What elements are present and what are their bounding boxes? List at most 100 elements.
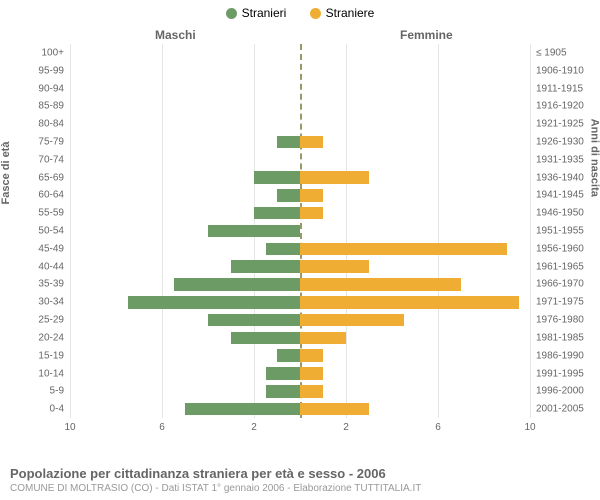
bar-female bbox=[300, 367, 323, 379]
bar-male bbox=[254, 207, 300, 219]
age-label: 90-94 bbox=[38, 83, 64, 94]
chart-subtitle: COMUNE DI MOLTRASIO (CO) - Dati ISTAT 1°… bbox=[10, 483, 590, 494]
age-row: 100+≤ 1905 bbox=[70, 44, 530, 62]
chart-title: Popolazione per cittadinanza straniera p… bbox=[10, 466, 590, 481]
age-label: 100+ bbox=[41, 47, 64, 58]
age-label: 75-79 bbox=[38, 136, 64, 147]
age-row: 45-491956-1960 bbox=[70, 240, 530, 258]
legend-label-female: Straniere bbox=[326, 6, 375, 20]
bar-male bbox=[266, 367, 301, 379]
age-row: 60-641941-1945 bbox=[70, 187, 530, 205]
birth-year-label: 1946-1950 bbox=[536, 208, 584, 219]
y-axis-title-left: Fasce di età bbox=[0, 142, 12, 205]
bar-female bbox=[300, 332, 346, 344]
age-row: 10-141991-1995 bbox=[70, 365, 530, 383]
population-pyramid-chart: Stranieri Straniere Maschi Femmine Fasce… bbox=[0, 0, 600, 500]
column-header-male: Maschi bbox=[155, 28, 196, 42]
age-row: 85-891916-1920 bbox=[70, 97, 530, 115]
age-row: 15-191986-1990 bbox=[70, 347, 530, 365]
birth-year-label: 1996-2000 bbox=[536, 386, 584, 397]
age-row: 25-291976-1980 bbox=[70, 311, 530, 329]
x-tick-label: 2 bbox=[251, 422, 257, 433]
bar-female bbox=[300, 189, 323, 201]
age-row: 50-541951-1955 bbox=[70, 222, 530, 240]
bar-male bbox=[277, 136, 300, 148]
age-label: 65-69 bbox=[38, 172, 64, 183]
age-label: 15-19 bbox=[38, 350, 64, 361]
age-row: 70-741931-1935 bbox=[70, 151, 530, 169]
bar-female bbox=[300, 314, 404, 326]
age-row: 55-591946-1950 bbox=[70, 204, 530, 222]
age-row: 40-441961-1965 bbox=[70, 258, 530, 276]
age-label: 95-99 bbox=[38, 65, 64, 76]
age-label: 50-54 bbox=[38, 226, 64, 237]
age-label: 55-59 bbox=[38, 208, 64, 219]
birth-year-label: 1991-1995 bbox=[536, 368, 584, 379]
birth-year-label: 1976-1980 bbox=[536, 315, 584, 326]
x-tick-label: 10 bbox=[64, 422, 75, 433]
age-row: 80-841921-1925 bbox=[70, 115, 530, 133]
birth-year-label: 1981-1985 bbox=[536, 332, 584, 343]
birth-year-label: 1986-1990 bbox=[536, 350, 584, 361]
bar-female bbox=[300, 171, 369, 183]
bar-female bbox=[300, 136, 323, 148]
birth-year-label: 1931-1935 bbox=[536, 154, 584, 165]
bar-female bbox=[300, 385, 323, 397]
age-label: 35-39 bbox=[38, 279, 64, 290]
bar-male bbox=[277, 349, 300, 361]
age-label: 85-89 bbox=[38, 101, 64, 112]
bar-male bbox=[231, 260, 300, 272]
x-tick-label: 10 bbox=[524, 422, 535, 433]
legend: Stranieri Straniere bbox=[0, 6, 600, 22]
legend-label-male: Stranieri bbox=[242, 6, 287, 20]
birth-year-label: 1966-1970 bbox=[536, 279, 584, 290]
x-axis-labels: 10622610 bbox=[70, 418, 530, 442]
legend-item-female: Straniere bbox=[310, 6, 375, 20]
x-tick-label: 6 bbox=[435, 422, 441, 433]
age-label: 5-9 bbox=[50, 386, 64, 397]
birth-year-label: 1936-1940 bbox=[536, 172, 584, 183]
age-row: 90-941911-1915 bbox=[70, 80, 530, 98]
bar-female bbox=[300, 243, 507, 255]
age-row: 65-691936-1940 bbox=[70, 169, 530, 187]
birth-year-label: 1926-1930 bbox=[536, 136, 584, 147]
bar-female bbox=[300, 296, 519, 308]
age-label: 70-74 bbox=[38, 154, 64, 165]
bar-male bbox=[128, 296, 301, 308]
age-label: 80-84 bbox=[38, 119, 64, 130]
bar-male bbox=[208, 225, 300, 237]
birth-year-label: 1971-1975 bbox=[536, 297, 584, 308]
y-axis-title-right: Anni di nascita bbox=[588, 119, 600, 197]
x-tick-label: 2 bbox=[343, 422, 349, 433]
bar-female bbox=[300, 349, 323, 361]
birth-year-label: 1921-1925 bbox=[536, 119, 584, 130]
bar-male bbox=[254, 171, 300, 183]
age-row: 0-42001-2005 bbox=[70, 400, 530, 418]
age-row: 95-991906-1910 bbox=[70, 62, 530, 80]
birth-year-label: 1906-1910 bbox=[536, 65, 584, 76]
birth-year-label: 1951-1955 bbox=[536, 226, 584, 237]
bar-male bbox=[208, 314, 300, 326]
birth-year-label: ≤ 1905 bbox=[536, 47, 567, 58]
bar-female bbox=[300, 278, 461, 290]
birth-year-label: 1911-1915 bbox=[536, 83, 583, 94]
age-label: 0-4 bbox=[50, 404, 64, 415]
bar-male bbox=[266, 385, 301, 397]
chart-footer: Popolazione per cittadinanza straniera p… bbox=[10, 466, 590, 494]
age-label: 45-49 bbox=[38, 243, 64, 254]
x-tick-label: 6 bbox=[159, 422, 165, 433]
age-row: 75-791926-1930 bbox=[70, 133, 530, 151]
birth-year-label: 1961-1965 bbox=[536, 261, 584, 272]
gridline bbox=[530, 44, 531, 418]
age-label: 60-64 bbox=[38, 190, 64, 201]
legend-swatch-male bbox=[226, 8, 237, 19]
age-label: 25-29 bbox=[38, 315, 64, 326]
age-row: 5-91996-2000 bbox=[70, 382, 530, 400]
age-label: 10-14 bbox=[38, 368, 64, 379]
bar-male bbox=[174, 278, 301, 290]
bar-male bbox=[277, 189, 300, 201]
column-header-female: Femmine bbox=[400, 28, 453, 42]
legend-item-male: Stranieri bbox=[226, 6, 287, 20]
plot-area: 100+≤ 190595-991906-191090-941911-191585… bbox=[70, 44, 530, 442]
chart-rows: 100+≤ 190595-991906-191090-941911-191585… bbox=[70, 44, 530, 418]
